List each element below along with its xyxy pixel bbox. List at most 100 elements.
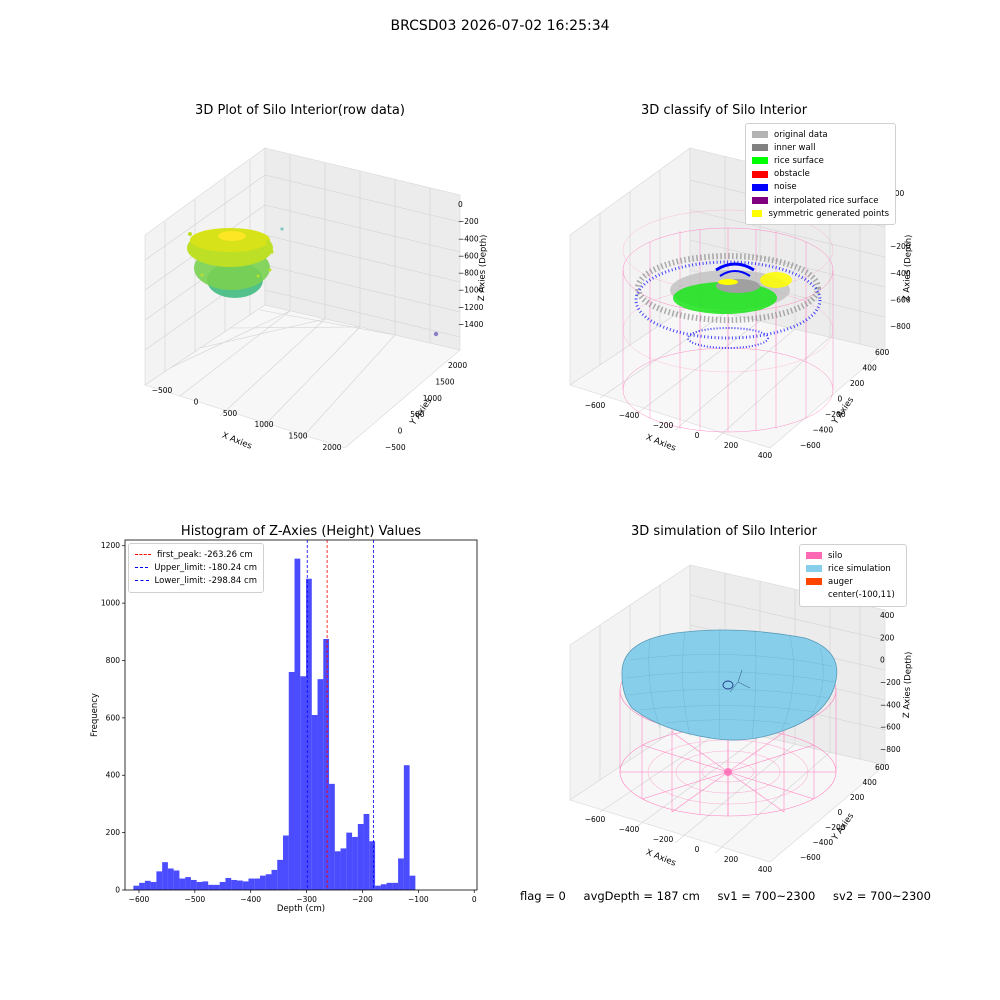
simulation-z-tick-label: −200 [880, 678, 901, 687]
legend-swatch [806, 552, 822, 560]
simulation-z-tick-label: 200 [880, 633, 895, 642]
histogram-x-tick-label: 0 [472, 895, 477, 904]
raw-x-axis-label: X Axies [220, 431, 253, 452]
histogram-legend-entry: Lower_limit: -298.84 cm [135, 574, 257, 587]
legend-swatch [752, 183, 768, 191]
simulation-y-tick-label: 400 [863, 778, 878, 787]
sv1-readout: sv1 = 700~2300 [717, 889, 816, 903]
simulation-z-tick-label: 400 [880, 611, 895, 620]
legend-entry: rice surface [752, 154, 889, 167]
raw-z-tick-label: −600 [458, 251, 479, 260]
classify-y-tick-label: −600 [800, 441, 821, 450]
legend-swatch [806, 565, 822, 573]
histogram-chart: −600 −500 −400 −300 −200 −100 0 0 200 400 600 800 1… [90, 539, 478, 914]
histogram-x-tick-label: −600 [129, 895, 150, 904]
histogram-y-tick-label: 1200 [101, 541, 120, 550]
histogram-x-tick-label: −200 [352, 895, 373, 904]
classify-y-tick-label: 200 [850, 379, 865, 388]
histogram-bar [323, 638, 330, 890]
classify-y-tick-label: −400 [813, 426, 834, 435]
simulation-y-tick-label: −200 [825, 823, 846, 832]
classify-plot-title: 3D classify of Silo Interior [640, 103, 808, 118]
histogram-bar [346, 832, 353, 890]
simulation-y-tick-label: 200 [850, 793, 865, 802]
legend-entry: auger [806, 575, 900, 588]
histogram-y-tick-label: 0 [115, 886, 120, 895]
legend-swatch [752, 210, 763, 218]
classify-z-tick-label: 200 [890, 189, 905, 198]
histogram-bar [357, 824, 364, 890]
raw-z-axis-label: Z Axies (Depth) [477, 234, 489, 301]
raw-y-tick-label: 500 [410, 410, 425, 419]
histogram-bar [265, 874, 272, 890]
legend-swatch [752, 157, 768, 165]
legend-label: Upper_limit: -180.24 cm [154, 562, 257, 573]
histogram-bar [352, 836, 358, 890]
raw-x-tick-label: 500 [223, 409, 238, 418]
histogram-bar [185, 877, 191, 890]
flag-readout: flag = 0 [520, 889, 566, 903]
raw-3d-plot: −500 0 500 1000 1500 2000 −500 0 500 1000 1500 2000… [144, 147, 489, 452]
legend-label: Lower_limit: -298.84 cm [154, 575, 257, 586]
histogram-bar [190, 879, 197, 890]
histogram-bar [329, 783, 335, 890]
legend-line-swatch [135, 554, 151, 556]
simulation-z-tick-label: −600 [880, 723, 901, 732]
raw-y-tick-label: 2000 [448, 361, 467, 370]
histogram-y-tick-label: 200 [106, 828, 121, 837]
simulation-x-tick-label: 0 [695, 845, 700, 854]
histogram-bar [311, 715, 318, 890]
legend-swatch [752, 197, 768, 205]
legend-label: obstacle [774, 169, 810, 180]
histogram-bar [288, 671, 295, 890]
raw-z-tick-label: −200 [458, 217, 479, 226]
classify-x-tick-label: −200 [653, 421, 674, 430]
legend-swatch [806, 578, 822, 586]
legend-label: auger [828, 576, 853, 587]
histogram-bar [202, 881, 209, 890]
histogram-plot-frame [124, 539, 478, 891]
histogram-bar [334, 851, 341, 890]
histogram-bar [340, 848, 347, 890]
raw-y-tick-label: 0 [398, 427, 403, 436]
classify-z-axis-label: Z Axies (Depth) [902, 234, 914, 301]
raw-z-tick-label: −1200 [458, 303, 484, 312]
legend-entry: silo [806, 549, 900, 562]
classify-x-tick-label: 200 [724, 441, 739, 450]
legend-swatch [752, 131, 768, 139]
classify-z-tick-label: −800 [890, 322, 911, 331]
simulation-z-tick-label: −400 [880, 700, 901, 709]
simulation-y-tick-label: 600 [875, 763, 890, 772]
raw-y-tick-label: 1500 [435, 377, 454, 386]
legend-entry: noise [752, 181, 889, 194]
histogram-bar [236, 880, 243, 890]
histogram-bar [259, 875, 266, 890]
avg-depth-readout: avgDepth = 187 cm [583, 889, 700, 903]
raw-y-tick-label: 1000 [423, 394, 442, 403]
histogram-bar [150, 881, 157, 890]
raw-z-tick-label: −1400 [458, 320, 484, 329]
histogram-bar [409, 875, 416, 890]
histogram-bar [254, 878, 260, 890]
classify-y-tick-label: 400 [863, 364, 878, 373]
histogram-bar [386, 882, 393, 890]
histogram-bar [300, 676, 307, 890]
sv2-readout: sv2 = 700~2300 [833, 889, 931, 903]
legend-swatch [806, 592, 822, 599]
legend-label: original data [774, 129, 828, 140]
histogram-bar [392, 882, 399, 890]
legend-line-swatch [135, 567, 149, 569]
raw-z-tick-label: −1000 [458, 286, 484, 295]
histogram-x-tick-label: −500 [185, 895, 206, 904]
histogram-title: Histogram of Z-Axies (Height) Values [180, 524, 422, 539]
simulation-x-axis-label: X Axies [644, 848, 677, 869]
raw-x-tick-label: 1500 [288, 432, 307, 441]
classify-x-tick-label: 0 [695, 431, 700, 440]
legend-entry: obstacle [752, 168, 889, 181]
histogram-bar [139, 882, 145, 890]
histogram-bar [277, 859, 284, 890]
legend-label: rice simulation [828, 563, 891, 574]
legend-label: inner wall [774, 142, 816, 153]
classify-x-axis-label: X Axies [644, 433, 677, 454]
simulation-x-tick-label: 400 [758, 865, 773, 874]
